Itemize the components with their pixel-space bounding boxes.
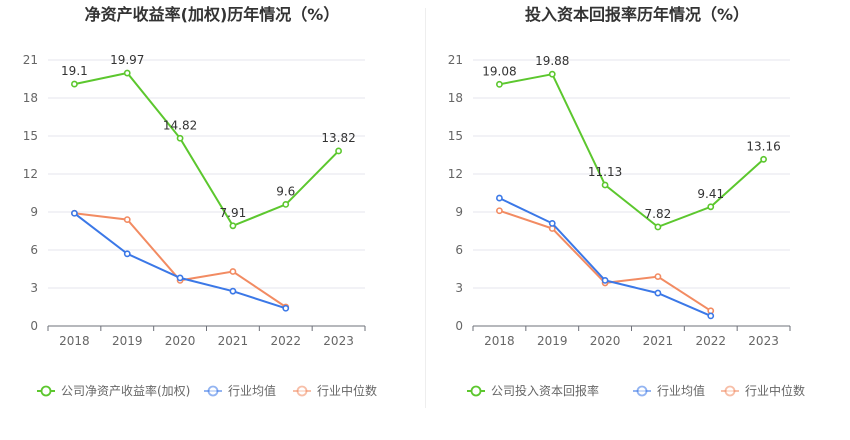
data-label: 19.08 xyxy=(482,64,516,78)
data-point xyxy=(71,80,78,88)
data-label: 7.82 xyxy=(645,207,672,221)
legend-item-2: 行业中位数 xyxy=(293,383,377,398)
data-point xyxy=(654,223,662,231)
x-tick-label: 2022 xyxy=(695,334,726,348)
data-point xyxy=(760,155,767,163)
data-label: 19.97 xyxy=(110,53,144,67)
data-point xyxy=(282,304,290,312)
roic-chart-panel: 投入资本回报率历年情况（%） 0 3 6 9 12 15 18 21 2018 2019 2020 20… xyxy=(425,0,850,436)
data-point xyxy=(176,134,184,142)
data-label: 9.6 xyxy=(276,184,295,198)
data-point xyxy=(71,209,78,217)
data-label: 14.82 xyxy=(163,118,197,132)
y-tick-label: 6 xyxy=(455,243,463,257)
y-tick-label: 21 xyxy=(23,53,38,67)
legend-label: 行业均值 xyxy=(228,383,276,398)
data-point xyxy=(229,222,237,230)
data-label: 11.13 xyxy=(588,165,622,179)
x-tick-label: 2021 xyxy=(218,334,249,348)
data-point xyxy=(548,219,556,227)
data-point xyxy=(282,200,290,208)
y-tick-label: 3 xyxy=(30,281,38,295)
series-line-1 xyxy=(498,197,712,317)
data-point xyxy=(496,194,503,202)
legend-item-1: 行业均值 xyxy=(633,383,705,398)
data-point xyxy=(229,268,237,275)
series-line-1 xyxy=(73,212,287,310)
y-tick-label: 9 xyxy=(455,205,463,219)
data-point xyxy=(335,147,342,155)
y-tick-label: 3 xyxy=(455,281,463,295)
x-tick-label: 2023 xyxy=(323,334,354,348)
data-point xyxy=(548,70,556,78)
series-line-2 xyxy=(74,212,287,308)
x-tick-label: 2021 xyxy=(643,334,674,348)
legend-label: 行业中位数 xyxy=(317,383,377,398)
panel-divider xyxy=(425,8,426,408)
y-tick-label: 18 xyxy=(448,91,463,105)
legend-label: 公司投入资本回报率 xyxy=(491,383,599,398)
x-tick-label: 2020 xyxy=(165,334,196,348)
chart-title: 净资产收益率(加权)历年情况（%） xyxy=(85,5,340,24)
x-tick-label: 2019 xyxy=(112,334,143,348)
x-tick-label: 2023 xyxy=(748,334,779,348)
data-point xyxy=(176,274,184,282)
roe-chart-panel: 净资产收益率(加权)历年情况（%） 0 3 6 9 12 15 18 21 2018 2019 202… xyxy=(0,0,425,436)
legend-label: 行业中位数 xyxy=(745,383,805,398)
data-label: 7.91 xyxy=(220,206,247,220)
series-line-2 xyxy=(499,209,712,312)
data-label: 13.82 xyxy=(321,131,355,145)
roic-chart: 投入资本回报率历年情况（%） 0 3 6 9 12 15 18 21 2018 2019 2020 20… xyxy=(448,5,805,398)
y-tick-label: 6 xyxy=(30,243,38,257)
y-tick-label: 15 xyxy=(448,129,463,143)
legend-marker xyxy=(470,385,482,397)
y-tick-label: 18 xyxy=(23,91,38,105)
series-line-0 xyxy=(74,71,340,228)
data-point xyxy=(123,216,131,223)
data-point xyxy=(496,80,503,88)
x-tick-label: 2022 xyxy=(270,334,301,348)
y-tick-label: 0 xyxy=(30,319,38,333)
y-tick-label: 0 xyxy=(455,319,463,333)
legend-label: 公司净资产收益率(加权) xyxy=(61,383,190,398)
data-point xyxy=(123,250,131,258)
data-point xyxy=(496,207,503,215)
y-tick-label: 21 xyxy=(448,53,463,67)
data-label: 13.16 xyxy=(746,139,780,153)
legend-label: 行业均值 xyxy=(657,383,705,398)
roe-chart: 净资产收益率(加权)历年情况（%） 0 3 6 9 12 15 18 21 2018 2019 202… xyxy=(23,5,377,398)
legend-marker xyxy=(207,385,219,397)
legend-item-2: 行业中位数 xyxy=(721,383,805,398)
data-point xyxy=(601,181,609,189)
data-label: 19.1 xyxy=(61,64,88,78)
legend-marker xyxy=(296,385,308,397)
legend-item-0: 公司净资产收益率(加权) xyxy=(37,383,190,398)
y-tick-label: 9 xyxy=(30,205,38,219)
x-tick-label: 2018 xyxy=(484,334,515,348)
data-point xyxy=(123,69,131,77)
legend-item-1: 行业均值 xyxy=(204,383,276,398)
data-point xyxy=(707,203,715,211)
data-point xyxy=(601,276,609,284)
legend-marker xyxy=(40,385,52,397)
legend-marker xyxy=(724,385,736,397)
chart-title: 投入资本回报率历年情况（%） xyxy=(525,5,749,24)
x-tick-label: 2019 xyxy=(537,334,568,348)
x-tick-label: 2020 xyxy=(590,334,621,348)
data-label: 19.88 xyxy=(535,54,569,68)
legend-item-0: 公司投入资本回报率 xyxy=(467,383,599,398)
legend-marker xyxy=(636,385,648,397)
data-point xyxy=(707,312,715,320)
y-tick-label: 15 xyxy=(23,129,38,143)
data-label: 9.41 xyxy=(697,187,724,201)
x-tick-label: 2018 xyxy=(59,334,90,348)
data-point xyxy=(654,273,662,280)
y-tick-label: 12 xyxy=(448,167,463,181)
series-line-0 xyxy=(499,73,765,229)
y-tick-label: 12 xyxy=(23,167,38,181)
data-point xyxy=(654,289,662,297)
data-point xyxy=(229,287,237,295)
